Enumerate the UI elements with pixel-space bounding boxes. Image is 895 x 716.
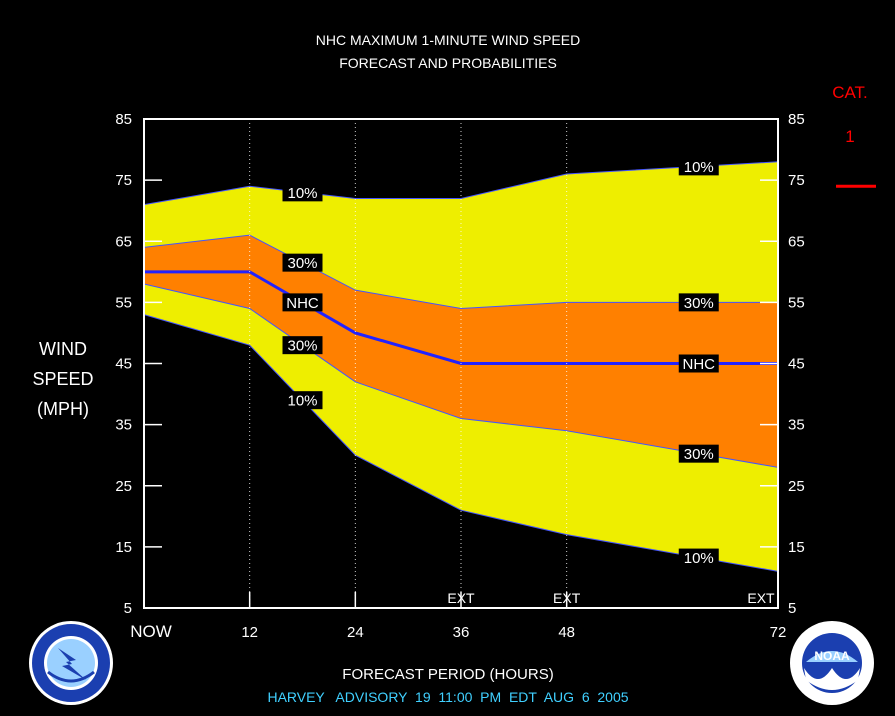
y-tick-label-right: 65	[788, 233, 805, 250]
ext-label: EXT	[747, 590, 775, 606]
nws-logo	[29, 621, 113, 705]
series-label-3-0: 30%	[282, 336, 323, 355]
ext-label: EXT	[447, 590, 475, 606]
y-tick-label-left: 55	[115, 294, 132, 311]
series-label-box	[678, 548, 719, 567]
y-tick-label-right: 45	[788, 356, 805, 373]
y-tick-label-right: 55	[788, 294, 805, 311]
series-label-4-0: 10%	[282, 391, 323, 410]
y-tick-label-right: 5	[788, 600, 796, 617]
series-label-0-0: 10%	[282, 183, 323, 202]
y-tick-label-left: 75	[115, 172, 132, 189]
series-label-text: NHC	[683, 356, 716, 373]
y-tick-label-right: 15	[788, 539, 805, 556]
series-label-text: 10%	[287, 185, 317, 202]
x-axis-label: FORECAST PERIOD (HOURS)	[342, 666, 553, 683]
edge-line-4	[143, 314, 779, 572]
series-label-2-0: NHC	[282, 293, 323, 312]
y-tick-label-left: 85	[115, 111, 132, 128]
y-tick-label-left: 65	[115, 233, 132, 250]
chart-title-line2: FORECAST AND PROBABILITIES	[339, 55, 557, 71]
series-label-box	[678, 293, 719, 312]
series-label-2-1: NHC	[678, 354, 719, 373]
y-tick-label-left: 15	[115, 539, 132, 556]
series-label-0-1: 10%	[678, 157, 719, 176]
series-label-text: 30%	[684, 295, 714, 312]
y-tick-label-left: 45	[115, 356, 132, 373]
y-tick-label-right: 75	[788, 172, 805, 189]
x-tick-label: 36	[453, 624, 470, 641]
series-label-text: 10%	[684, 159, 714, 176]
series-label-text: 30%	[684, 446, 714, 463]
x-tick-label: 48	[558, 624, 575, 641]
y-tick-label-right: 25	[788, 478, 805, 495]
y-axis-label-line2: SPEED	[32, 369, 93, 389]
noaa-logo: NOAA	[790, 621, 874, 705]
series-label-text: 30%	[287, 338, 317, 355]
series-label-text: 30%	[287, 255, 317, 272]
x-tick-label: NOW	[130, 622, 172, 641]
series-label-box	[678, 354, 719, 373]
advisory-text: HARVEY ADVISORY 19 11:00 PM EDT AUG 6 20…	[267, 689, 628, 705]
series-label-box	[282, 183, 323, 202]
series-label-box	[282, 253, 323, 272]
category-label: CAT.	[832, 83, 868, 102]
series-label-3-1: 30%	[678, 444, 719, 463]
series-label-box	[678, 444, 719, 463]
series-label-1-0: 30%	[282, 253, 323, 272]
y-tick-label-left: 35	[115, 417, 132, 434]
y-tick-label-left: 5	[124, 600, 132, 617]
edge-line-1	[143, 234, 778, 309]
series-label-box	[282, 391, 323, 410]
series-label-box	[282, 336, 323, 355]
series-label-box	[282, 293, 323, 312]
chart-title-line1: NHC MAXIMUM 1-MINUTE WIND SPEED	[316, 32, 580, 48]
x-tick-label: 24	[347, 624, 364, 641]
series-label-1-1: 30%	[678, 293, 719, 312]
x-tick-label: 72	[770, 624, 787, 641]
ext-label: EXT	[553, 590, 581, 606]
series-line-nhc	[144, 270, 778, 365]
series-label-box	[678, 157, 719, 176]
category-value: 1	[845, 127, 854, 146]
y-axis-label-line3: (MPH)	[37, 399, 89, 419]
series-label-text: NHC	[286, 295, 319, 312]
y-tick-label-right: 35	[788, 417, 805, 434]
series-label-4-1: 10%	[678, 548, 719, 567]
edge-line-0	[143, 161, 779, 206]
series-label-text: 10%	[287, 393, 317, 410]
y-tick-label-left: 25	[115, 478, 132, 495]
x-tick-label: 12	[241, 624, 258, 641]
series-label-text: 10%	[684, 550, 714, 567]
y-axis-label-line1: WIND	[39, 339, 87, 359]
edge-line-3	[143, 283, 779, 468]
noaa-logo-text: NOAA	[814, 649, 850, 663]
y-tick-label-right: 85	[788, 111, 805, 128]
